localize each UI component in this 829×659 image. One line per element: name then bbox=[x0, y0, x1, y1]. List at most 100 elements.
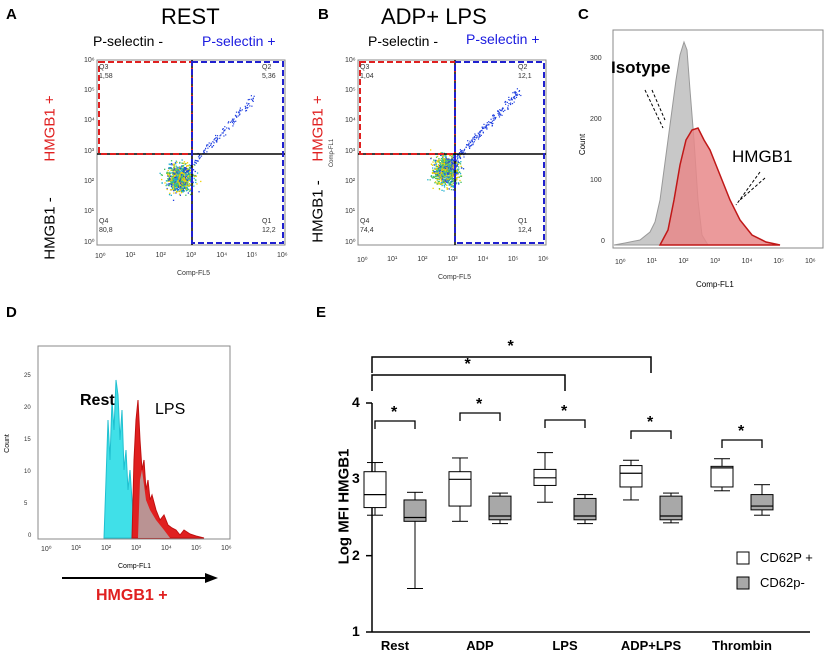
scatter-event bbox=[445, 164, 447, 166]
scatter-event bbox=[436, 170, 438, 172]
scatter-event bbox=[457, 173, 459, 175]
scatter-event bbox=[444, 179, 446, 181]
scatter-event bbox=[219, 137, 221, 139]
scatter-event bbox=[437, 180, 439, 183]
scatter-event bbox=[437, 176, 439, 178]
scatter-event bbox=[213, 142, 215, 144]
scatter-event bbox=[175, 183, 177, 186]
scatter-event bbox=[470, 142, 472, 144]
panel-d-lps-label: LPS bbox=[155, 401, 186, 418]
scatter-event bbox=[212, 145, 215, 147]
scatter-event bbox=[182, 182, 185, 185]
scatter-event bbox=[474, 133, 476, 135]
panel-a-q4-label: Q4 bbox=[99, 218, 109, 225]
scatter-event bbox=[178, 176, 180, 179]
scatter-event bbox=[435, 171, 437, 173]
scatter-event bbox=[441, 189, 443, 191]
scatter-event bbox=[211, 146, 213, 148]
scatter-event bbox=[434, 167, 436, 169]
scatter-event bbox=[479, 130, 482, 132]
panel-d-arrow-label: HMGB1 + bbox=[96, 587, 168, 604]
scatter-event bbox=[210, 143, 212, 145]
scatter-event bbox=[181, 190, 184, 192]
scatter-event bbox=[174, 172, 176, 174]
scatter-event bbox=[456, 178, 458, 180]
panel-a-ytick: 10² bbox=[84, 177, 95, 185]
scatter-event bbox=[442, 173, 444, 175]
scatter-event bbox=[492, 117, 494, 119]
scatter-event bbox=[174, 176, 176, 179]
scatter-event bbox=[187, 171, 189, 174]
panel-a-q3-label: Q3 bbox=[99, 64, 109, 71]
scatter-event bbox=[458, 152, 461, 154]
panel-b-letter: B bbox=[318, 6, 329, 23]
scatter-event bbox=[169, 180, 172, 182]
scatter-event bbox=[511, 103, 514, 105]
scatter-event bbox=[178, 186, 181, 188]
scatter-event bbox=[188, 176, 190, 178]
scatter-event bbox=[493, 114, 495, 116]
scatter-event bbox=[447, 162, 449, 164]
scatter-event bbox=[449, 176, 452, 178]
scatter-event bbox=[484, 127, 486, 129]
scatter-event bbox=[442, 171, 444, 173]
scatter-event bbox=[443, 163, 446, 165]
scatter-event bbox=[182, 162, 184, 164]
scatter-event bbox=[434, 172, 436, 174]
scatter-event bbox=[180, 180, 183, 183]
scatter-event bbox=[450, 167, 452, 169]
scatter-event bbox=[452, 157, 454, 160]
scatter-event bbox=[231, 118, 234, 120]
scatter-event bbox=[449, 171, 451, 174]
scatter-event bbox=[184, 179, 187, 182]
panel-b-pselectin-neg: P-selectin - bbox=[368, 33, 439, 49]
scatter-event bbox=[450, 160, 452, 162]
scatter-event bbox=[178, 184, 180, 186]
panel-d-ytick: 5 bbox=[24, 501, 28, 507]
scatter-event bbox=[457, 176, 459, 178]
scatter-event bbox=[189, 177, 191, 179]
scatter-event bbox=[473, 141, 475, 143]
panel-c-ytick: 200 bbox=[590, 116, 602, 123]
scatter-event bbox=[175, 185, 177, 187]
scatter-event bbox=[206, 145, 208, 147]
scatter-event bbox=[175, 173, 177, 175]
scatter-event bbox=[452, 189, 454, 191]
scatter-event bbox=[176, 188, 178, 190]
scatter-event bbox=[175, 176, 177, 178]
scatter-event bbox=[182, 181, 184, 183]
scatter-event bbox=[467, 140, 469, 142]
scatter-event bbox=[434, 160, 436, 163]
scatter-event bbox=[170, 169, 173, 171]
scatter-event bbox=[189, 172, 192, 174]
scatter-event bbox=[441, 159, 443, 161]
scatter-event bbox=[448, 180, 450, 182]
scatter-event bbox=[448, 163, 450, 166]
panel-b-xtick: 10² bbox=[417, 256, 428, 263]
scatter-event bbox=[433, 176, 435, 179]
scatter-event bbox=[436, 169, 438, 171]
scatter-event bbox=[176, 191, 178, 193]
scatter-event bbox=[168, 194, 171, 196]
scatter-event bbox=[190, 173, 192, 176]
scatter-event bbox=[441, 166, 444, 168]
scatter-event bbox=[180, 179, 182, 181]
scatter-event bbox=[444, 181, 446, 184]
scatter-event bbox=[451, 166, 453, 168]
scatter-event bbox=[438, 160, 440, 162]
scatter-event bbox=[168, 167, 170, 169]
scatter-event bbox=[183, 170, 186, 172]
scatter-event bbox=[512, 97, 515, 99]
scatter-event bbox=[448, 165, 450, 168]
scatter-event bbox=[177, 182, 180, 184]
scatter-event bbox=[437, 182, 439, 184]
scatter-event bbox=[181, 188, 183, 190]
scatter-event bbox=[440, 176, 442, 178]
scatter-event bbox=[441, 169, 444, 171]
scatter-event bbox=[451, 172, 453, 174]
scatter-event bbox=[479, 131, 481, 133]
scatter-event bbox=[173, 168, 175, 170]
scatter-event bbox=[182, 174, 185, 177]
scatter-event bbox=[445, 172, 448, 174]
scatter-event bbox=[186, 170, 188, 172]
